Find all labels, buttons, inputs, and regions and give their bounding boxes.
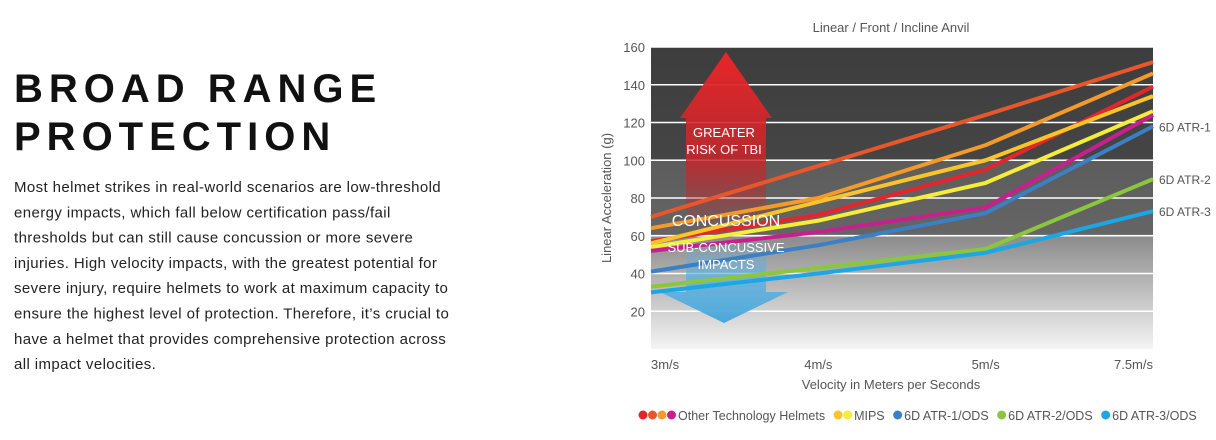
y-tick-label: 100 <box>623 153 645 168</box>
x-tick-label: 7.5m/s <box>1114 357 1154 372</box>
body-line: thresholds but can still cause concussio… <box>14 230 413 247</box>
legend-dot <box>638 410 648 420</box>
y-tick-label: 80 <box>631 191 645 206</box>
y-tick-label: 40 <box>631 267 645 282</box>
body-line: have a helmet that provides comprehensiv… <box>14 331 446 348</box>
x-tick-label: 4m/s <box>804 357 833 372</box>
legend-dot <box>893 410 903 420</box>
body-line: injuries. High velocity impacts, with th… <box>14 255 437 272</box>
impact-arrow <box>660 238 788 323</box>
body-line: energy impacts, which fall below certifi… <box>14 204 391 221</box>
body-text: Most helmet strikes in real-world scenar… <box>14 179 449 373</box>
x-axis-label: Velocity in Meters per Seconds <box>802 377 981 392</box>
heading: BROAD RANGE <box>14 67 382 111</box>
lines <box>650 60 1154 295</box>
annotation: RISK OF TBI <box>686 142 762 157</box>
annotation: CONCUSSION <box>672 213 780 230</box>
legend-label: MIPS <box>854 409 885 423</box>
series-label: 6D ATR-3 <box>1159 205 1211 219</box>
series-line <box>650 209 1154 295</box>
body-line: severe injury, require helmets to work a… <box>14 280 448 297</box>
y-tick-label: 140 <box>623 78 645 93</box>
legend-label: Other Technology Helmets <box>678 409 825 423</box>
series-line <box>650 177 1154 289</box>
y-tick-label: 160 <box>623 40 645 55</box>
legend-dot <box>997 410 1007 420</box>
series-line <box>650 124 1154 274</box>
legend-dot <box>657 410 667 420</box>
y-tick-label: 20 <box>631 304 645 319</box>
legend-label: 6D ATR-2/ODS <box>1008 409 1093 423</box>
legend: Other Technology Helmets MIPS 6D ATR-1/ODS… <box>638 409 1197 423</box>
annotation: GREATER <box>693 125 755 140</box>
legend-dot <box>833 410 843 420</box>
series-line <box>650 113 1154 253</box>
series-line <box>650 60 1154 219</box>
x-tick-label: 5m/s <box>972 357 1001 372</box>
legend-dot <box>843 410 853 420</box>
x-tick-label: 3m/s <box>651 357 680 372</box>
annotation: SUB-CONCUSSIVE <box>667 240 784 255</box>
legend-label: 6D ATR-3/ODS <box>1112 409 1197 423</box>
legend-dot <box>1101 410 1111 420</box>
series-label: 6D ATR-2 <box>1159 173 1211 187</box>
series-line <box>650 71 1154 231</box>
chart-title: Linear / Front / Incline Anvil <box>813 20 970 35</box>
y-axis-label: Linear Acceleration (g) <box>599 133 614 263</box>
legend-dot <box>667 410 676 420</box>
body-line: all impact velocities. <box>14 356 156 373</box>
legend-dot <box>648 410 657 420</box>
series-line <box>650 109 1154 250</box>
series-label: 6D ATR-1 <box>1159 120 1211 134</box>
y-tick-label: 120 <box>623 116 645 131</box>
heading: PROTECTION <box>14 115 336 159</box>
y-tick-label: 60 <box>631 229 645 244</box>
series-line <box>650 94 1154 246</box>
legend-label: 6D ATR-1/ODS <box>904 409 989 423</box>
body-line: Most helmet strikes in real-world scenar… <box>14 179 441 196</box>
body-line: ensure the highest level of protection. … <box>14 306 449 323</box>
annotation: IMPACTS <box>698 257 755 272</box>
